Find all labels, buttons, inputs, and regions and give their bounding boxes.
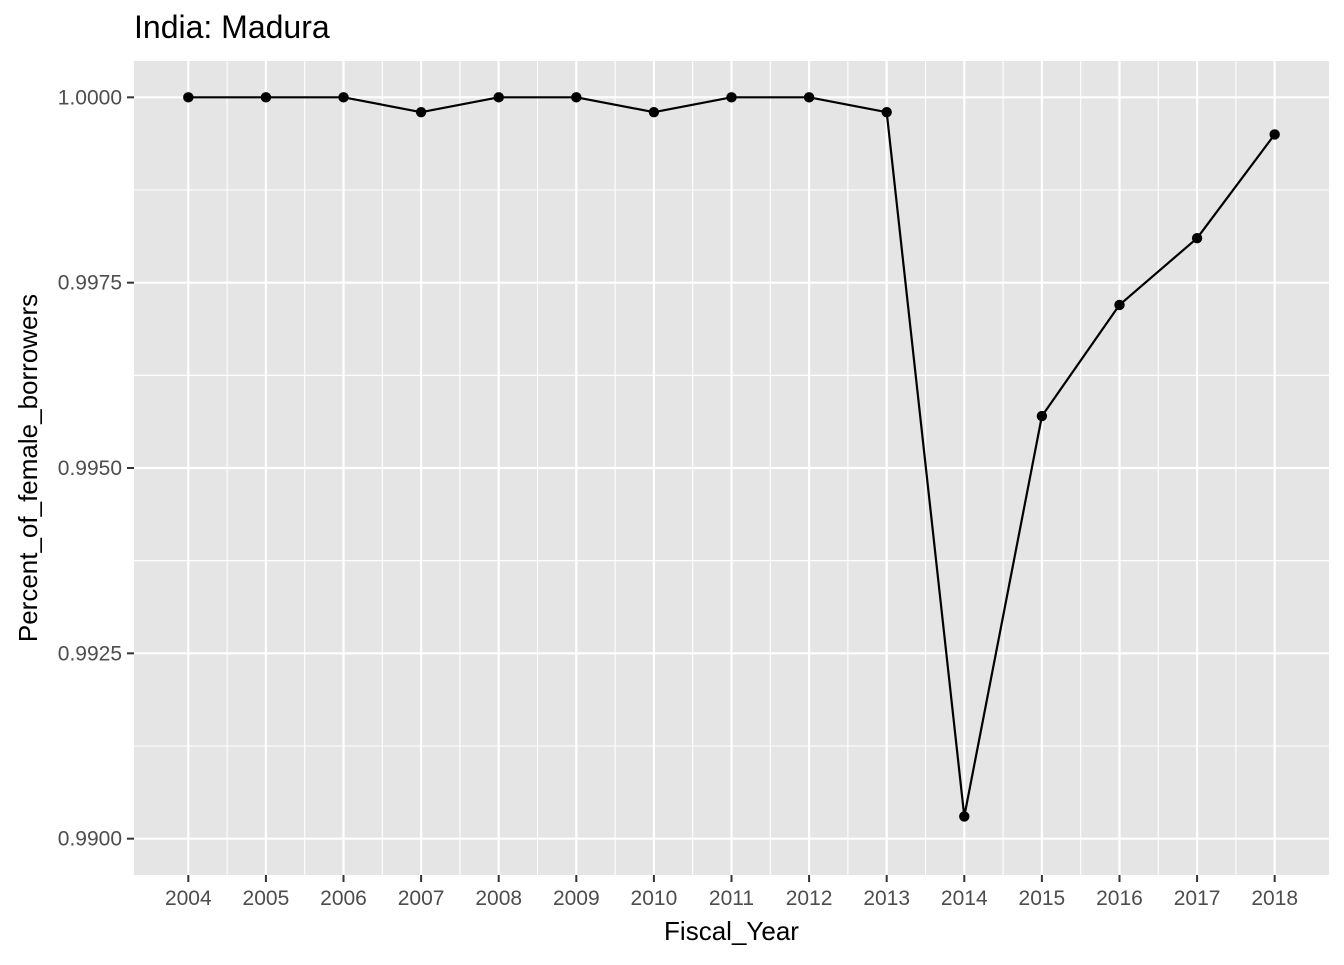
- data-point-2016: [1114, 299, 1125, 311]
- data-point-2014: [959, 811, 970, 822]
- data-point-2009: [571, 92, 582, 103]
- y-tick-label: 0.9925: [58, 642, 122, 665]
- x-tick-label: 2012: [786, 887, 833, 910]
- x-tick-label: 2010: [631, 887, 678, 910]
- y-tick-label: 0.9975: [58, 272, 122, 295]
- data-point-2015: [1036, 410, 1048, 422]
- y-axis: 0.9900 0.9925 0.9950 0.9975 1.0000: [58, 86, 134, 851]
- x-tick-label: 2004: [165, 887, 212, 910]
- data-point-2013: [881, 106, 892, 118]
- x-tick-label: 2013: [863, 887, 910, 910]
- data-points-layer: [183, 92, 1280, 822]
- chart-title: India: Madura: [134, 9, 330, 45]
- x-tick-label: 2018: [1251, 887, 1298, 910]
- data-point-2004: [183, 92, 194, 103]
- x-tick-label: 2014: [941, 887, 988, 910]
- data-point-2006: [338, 92, 349, 103]
- data-point-2007: [415, 106, 427, 118]
- data-point-2018: [1269, 129, 1280, 140]
- x-tick-label: 2009: [553, 887, 600, 910]
- y-tick-label: 0.9900: [58, 828, 122, 851]
- data-point-2011: [726, 92, 737, 103]
- data-point-2017: [1191, 232, 1203, 244]
- data-point-2005: [260, 92, 272, 103]
- y-axis-title: Percent_of_female_borrowers: [13, 294, 43, 642]
- x-axis: 2004 2005 2006 2007 2008 2009 2010 2011 2012 2013…: [165, 875, 1298, 910]
- data-point-2012: [803, 92, 815, 103]
- x-axis-title: Fiscal_Year: [664, 916, 799, 946]
- y-tick-label: 0.9950: [58, 457, 122, 480]
- x-tick-label: 2017: [1174, 887, 1221, 910]
- x-tick-label: 2008: [475, 887, 522, 910]
- x-tick-label: 2015: [1019, 887, 1066, 910]
- x-tick-label: 2016: [1096, 887, 1143, 910]
- y-tick-label: 1.0000: [58, 86, 122, 109]
- x-tick-label: 2011: [709, 887, 754, 910]
- x-tick-label: 2005: [243, 887, 290, 910]
- data-point-2010: [648, 106, 660, 118]
- data-point-2008: [493, 92, 504, 103]
- x-tick-label: 2007: [398, 887, 445, 910]
- x-tick-label: 2006: [320, 887, 367, 910]
